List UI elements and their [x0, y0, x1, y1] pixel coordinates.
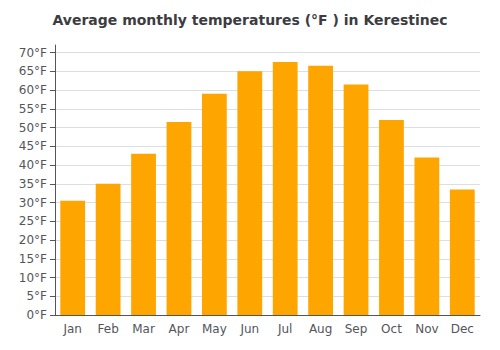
svg-text:Mar: Mar: [132, 322, 155, 336]
svg-text:70°F: 70°F: [19, 46, 47, 60]
svg-text:Average monthly temperatures (: Average monthly temperatures (°F ) in Ke…: [52, 12, 447, 28]
svg-text:5°F: 5°F: [26, 289, 47, 303]
svg-text:Jul: Jul: [277, 322, 292, 336]
svg-text:Dec: Dec: [451, 322, 474, 336]
svg-text:Sep: Sep: [345, 322, 368, 336]
svg-text:50°F: 50°F: [19, 121, 47, 135]
svg-text:Nov: Nov: [415, 322, 438, 336]
svg-text:15°F: 15°F: [19, 252, 47, 266]
svg-text:40°F: 40°F: [19, 158, 47, 172]
svg-text:65°F: 65°F: [19, 64, 47, 78]
svg-text:10°F: 10°F: [19, 271, 47, 285]
svg-text:0°F: 0°F: [26, 308, 47, 322]
svg-text:30°F: 30°F: [19, 196, 47, 210]
svg-text:45°F: 45°F: [19, 139, 47, 153]
svg-text:Feb: Feb: [98, 322, 119, 336]
svg-text:55°F: 55°F: [19, 102, 47, 116]
svg-text:Jan: Jan: [62, 322, 82, 336]
svg-text:Oct: Oct: [381, 322, 402, 336]
svg-text:35°F: 35°F: [19, 177, 47, 191]
svg-text:60°F: 60°F: [19, 83, 47, 97]
svg-text:Jun: Jun: [239, 322, 259, 336]
svg-text:May: May: [202, 322, 227, 336]
svg-text:Apr: Apr: [169, 322, 190, 336]
svg-text:25°F: 25°F: [19, 214, 47, 228]
svg-text:Aug: Aug: [309, 322, 332, 336]
svg-text:20°F: 20°F: [19, 233, 47, 247]
